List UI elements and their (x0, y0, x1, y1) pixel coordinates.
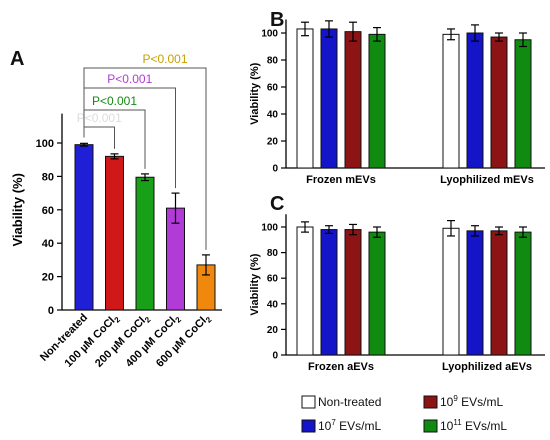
bar-B (490, 36, 508, 169)
bar-B (368, 33, 386, 169)
significance-label: P<0.001 (142, 52, 187, 66)
bar-A (135, 176, 155, 311)
x-tick-label-C: Lyophilized aEVs (442, 361, 532, 373)
panel-label: A (10, 48, 24, 70)
y-tick-label-B: 100 (261, 29, 278, 40)
y-tick-label-A: 60 (42, 205, 54, 217)
bar-B (296, 28, 314, 169)
y-axis-label-A: Viability (%) (10, 173, 25, 246)
y-tick-label-B: 40 (267, 110, 279, 121)
y-tick-label-B: 60 (267, 83, 279, 94)
bar-C (296, 226, 314, 356)
bar-B (344, 31, 362, 169)
y-tick-label-B: 20 (267, 137, 279, 148)
bar-C (368, 231, 386, 356)
bar-C (466, 230, 484, 356)
legend-label: 1011 EVs/mL (440, 418, 507, 433)
significance-label: P<0.001 (92, 94, 137, 108)
legend-swatch (423, 395, 438, 409)
y-axis-label-B: Viability (%) (249, 62, 261, 124)
y-tick-label-B: 80 (267, 56, 279, 67)
x-tick-label-B: Lyophilized mEVs (440, 174, 534, 186)
significance-bracket (83, 109, 146, 169)
bar-B (466, 32, 484, 169)
y-tick-label-B: 0 (272, 164, 278, 175)
legend-swatch (301, 395, 316, 409)
legend-swatch (301, 419, 316, 433)
bar-B (514, 39, 532, 169)
y-tick-label-C: 80 (267, 248, 279, 259)
y-tick-label-C: 40 (267, 299, 279, 310)
y-tick-label-A: 0 (48, 305, 54, 317)
significance-label: P<0.001 (107, 72, 152, 86)
significance-bracket (83, 126, 115, 149)
y-tick-label-C: 60 (267, 274, 279, 285)
y-tick-label-A: 40 (42, 238, 54, 250)
bar-B (442, 33, 460, 169)
panel-label: C (270, 193, 284, 215)
x-tick-label-C: Frozen aEVs (308, 361, 374, 373)
x-tick-label-A: 600 µM CoCl2 (154, 311, 214, 371)
y-tick-label-A: 20 (42, 272, 54, 284)
bar-A (105, 155, 124, 311)
bar-B (320, 28, 338, 169)
bar-C (320, 229, 338, 356)
y-tick-label-C: 100 (261, 223, 278, 234)
y-axis-label-C: Viability (%) (249, 253, 261, 315)
significance-label: P<0.001 (77, 111, 122, 125)
y-tick-label-A: 80 (42, 171, 54, 183)
legend-label: 107 EVs/mL (318, 418, 381, 433)
legend-swatch (423, 419, 438, 433)
y-tick-label-C: 20 (267, 325, 279, 336)
x-tick-label-B: Frozen mEVs (306, 174, 376, 186)
bar-A (74, 144, 94, 311)
legend-label: Non-treated (318, 395, 381, 409)
bar-C (490, 230, 508, 356)
legend-label: 109 EVs/mL (440, 394, 503, 409)
bar-C (442, 227, 460, 356)
bar-C (514, 231, 532, 356)
y-tick-label-A: 100 (36, 138, 54, 150)
bar-C (344, 229, 362, 356)
panel-label: B (270, 9, 284, 31)
y-tick-label-C: 0 (272, 351, 278, 362)
